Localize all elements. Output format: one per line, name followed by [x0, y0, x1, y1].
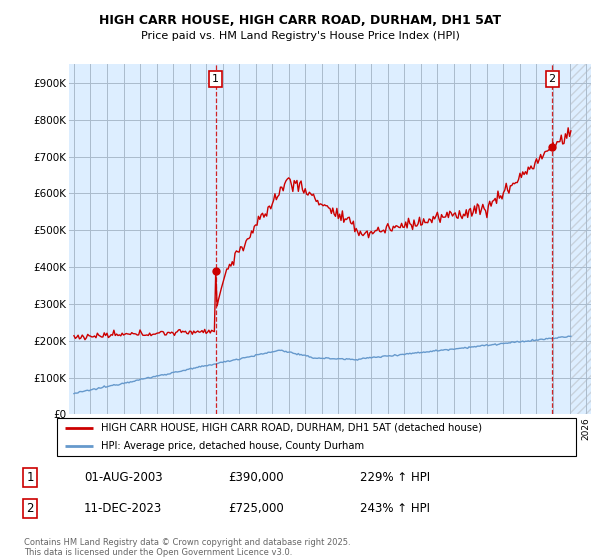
Text: HPI: Average price, detached house, County Durham: HPI: Average price, detached house, Coun…	[101, 441, 364, 451]
Text: 229% ↑ HPI: 229% ↑ HPI	[360, 471, 430, 484]
Text: HIGH CARR HOUSE, HIGH CARR ROAD, DURHAM, DH1 5AT: HIGH CARR HOUSE, HIGH CARR ROAD, DURHAM,…	[99, 14, 501, 27]
Text: 2: 2	[548, 74, 556, 84]
Text: 01-AUG-2003: 01-AUG-2003	[84, 471, 163, 484]
Text: 243% ↑ HPI: 243% ↑ HPI	[360, 502, 430, 515]
Text: 11-DEC-2023: 11-DEC-2023	[84, 502, 162, 515]
Text: HIGH CARR HOUSE, HIGH CARR ROAD, DURHAM, DH1 5AT (detached house): HIGH CARR HOUSE, HIGH CARR ROAD, DURHAM,…	[101, 423, 482, 433]
FancyBboxPatch shape	[56, 418, 577, 456]
Text: 2: 2	[26, 502, 34, 515]
Text: 1: 1	[212, 74, 219, 84]
Text: £390,000: £390,000	[228, 471, 284, 484]
Text: 1: 1	[26, 471, 34, 484]
Bar	[569, 64, 591, 414]
Text: £725,000: £725,000	[228, 502, 284, 515]
Text: Price paid vs. HM Land Registry's House Price Index (HPI): Price paid vs. HM Land Registry's House …	[140, 31, 460, 41]
Text: Contains HM Land Registry data © Crown copyright and database right 2025.
This d: Contains HM Land Registry data © Crown c…	[24, 538, 350, 557]
